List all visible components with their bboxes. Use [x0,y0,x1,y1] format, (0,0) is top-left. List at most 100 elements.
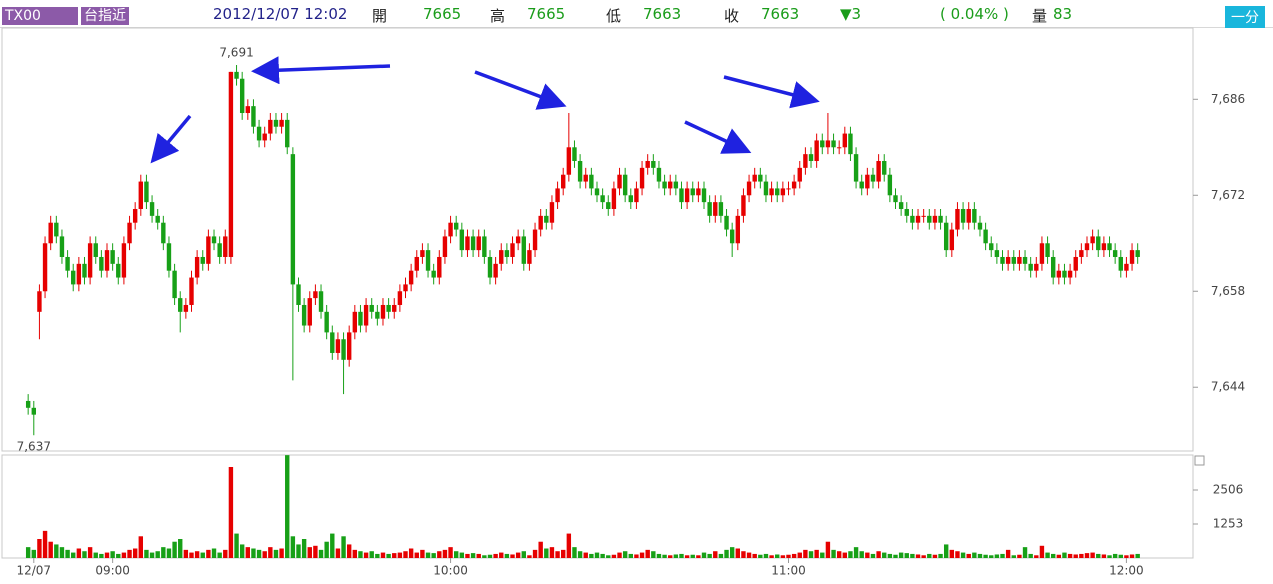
candle-body [223,236,228,257]
volume-bar [780,555,786,558]
x-tick-label: 09:00 [95,564,130,578]
volume-bar [104,552,110,558]
candle-body [977,222,983,230]
candle-body [1062,270,1067,278]
volume-bar [510,554,515,558]
candle-body [268,119,273,134]
volume-bar [746,552,752,558]
arrow [684,120,752,154]
candle-body [696,188,701,196]
candle-body [31,407,36,415]
close-panel-icon[interactable] [1194,455,1205,466]
volume-bar [375,553,380,558]
volume-bar [397,552,403,558]
volume-bar [465,553,470,558]
volume-bar [870,553,876,558]
candle-body [335,339,341,353]
low-label: 低 [606,7,622,25]
candle-body [465,236,470,251]
candle-body [138,181,144,209]
candle-body [820,140,825,148]
x-tick-label: 11:00 [771,564,806,578]
candle-body [639,167,645,189]
volume-bar [814,549,819,558]
candle-body [1000,256,1005,264]
candle-body [296,284,301,305]
volume-bar [645,549,650,558]
volume-bar [194,551,200,558]
volume-bar [690,554,695,558]
candle-body [161,222,166,244]
candle-body [234,71,239,79]
volume-bar [955,551,960,558]
candle-body [932,215,938,223]
volume-bar [718,553,724,558]
quote-header: TX00 台指近 2012/12/07 12:02 開 7665 高 7665 … [0,0,1273,28]
candle-body [606,202,611,209]
candle-body [515,236,521,244]
volume-tick-label: 2506 [1213,483,1244,497]
candle-body [459,229,465,251]
candle-body [37,291,42,312]
contract-name: 台指近 [81,7,129,25]
candle-body [470,236,476,251]
period-button[interactable]: 一分 [1225,6,1265,28]
candle-body [318,291,324,312]
candle-body [814,140,819,162]
candle-body [572,147,577,162]
volume-bar [1067,553,1073,558]
candle-body [690,188,695,196]
volume-bar [808,551,814,558]
candle-body [228,71,234,257]
volume-bar [949,549,955,558]
candle-body [352,311,358,333]
y-tick-label: 7,644 [1211,380,1245,394]
volume-bar [1050,553,1056,558]
volume-bar [403,551,408,558]
volume-bar [431,553,436,558]
candle-body [758,174,763,182]
candle-body [634,188,639,203]
volume-bar [200,552,205,558]
volume-bar [752,553,757,558]
volume-panel [1,454,1194,559]
candle-body [673,181,679,189]
candle-body [943,222,949,251]
volume-bar [628,553,633,558]
volume-bar [217,552,222,558]
candle-body [330,332,335,353]
candle-body [825,140,831,148]
volume-bar [836,551,842,558]
extreme-label: 7,691 [219,46,253,60]
volume-bar [341,536,346,558]
candle-body [279,119,284,127]
candle-body [239,78,245,114]
candle-body [1050,256,1056,278]
candle-body [211,236,217,244]
volume-bar [392,553,397,558]
volume-bar [116,553,121,558]
volume-bar [437,551,442,558]
volume-bar [335,548,341,558]
candle-body [194,256,200,278]
candle-body [54,222,59,237]
candle-body [132,208,138,223]
candle-body [87,243,93,278]
volume-bar [504,553,510,558]
volume-bar [37,539,42,558]
candle-body [499,250,504,264]
volume-bar [521,551,526,558]
candle-body [583,174,588,182]
volume-bar [1034,555,1039,558]
volume-bar [600,553,605,558]
candle-body [149,202,155,216]
candle-body [200,256,205,264]
volume-bar [825,541,831,558]
candle-body [628,195,633,203]
volume-bar [853,547,859,558]
candle-body [577,161,583,182]
arrows [150,56,820,164]
candle-body [425,250,431,271]
volume-bar [363,552,369,558]
volume-bar [420,549,425,558]
